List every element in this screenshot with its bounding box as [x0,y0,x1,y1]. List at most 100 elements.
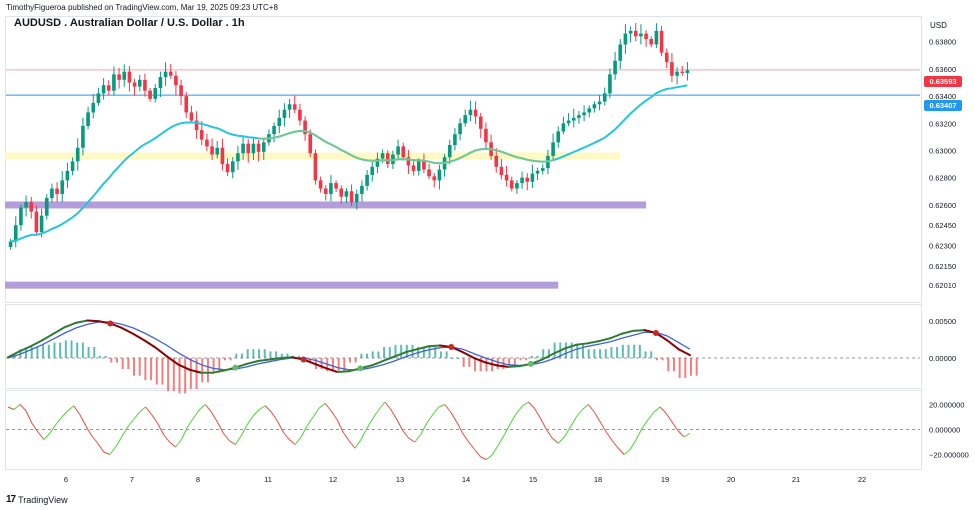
candle-body [339,188,344,197]
candle-body [277,117,282,127]
candle-body [19,207,23,226]
macd-histogram-bar [553,342,556,359]
macd-histogram-bar [64,340,67,359]
candle-body [91,102,96,113]
candle-body [422,161,426,170]
oscillator-line-segment [127,419,135,428]
candle-body [602,93,607,102]
candle-body [385,153,390,165]
tradingview-logo[interactable]: 17 TradingView [6,494,68,505]
macd-line-segment [552,347,566,355]
price-axis-tick: 0.63800 [929,38,956,47]
oscillator-line-segment [402,430,410,439]
macd-histogram-bar [76,342,79,359]
oscillator-line-segment [468,441,476,450]
candle-body [179,85,183,97]
oscillator-line-segment [276,420,284,433]
macd-line-segment [382,355,396,362]
candle-body [158,77,163,88]
macd-histogram-bar [655,358,658,361]
macd-line-segment [370,359,385,367]
candle-body [8,241,13,247]
candle-body [478,116,483,129]
macd-line-segment [541,352,555,361]
macd-histogram-bar [235,353,238,359]
candle-body [587,108,592,113]
candle-body [168,71,173,76]
oscillator-line-segment [444,404,452,413]
macd-histogram-bar [616,347,619,359]
macd-signal-line [7,321,691,371]
macd-line-segment [63,321,78,329]
oscillator-line-segment [43,432,51,440]
macd-histogram-bar [400,344,403,359]
candle-body [329,183,333,194]
candle-body [50,188,54,199]
candle-body [272,126,276,135]
oscillator-line-segment [516,405,523,414]
oscillator-line-segment [348,440,356,449]
macd-histogram-bar [81,342,84,359]
macd-histogram-bar [189,358,192,389]
candle-body [298,109,302,121]
candle-body [205,139,209,147]
candle-body [112,74,116,91]
oscillator-pane[interactable] [5,390,922,470]
oscillator-line-segment [480,456,487,460]
oscillator-line-segment [510,412,517,424]
macd-line-segment [609,332,623,340]
candle-body [184,96,189,113]
candle-body [117,74,121,80]
macd-cross-dot [448,344,455,350]
macd-pane[interactable] [5,304,922,389]
macd-histogram-bar [280,353,283,359]
currency-label[interactable]: USD [930,21,947,30]
macd-histogram-bar [667,358,670,372]
candle-body [44,198,49,216]
oscillator-line-segment [462,432,470,443]
oscillator-line-segment [37,431,45,440]
macd-histogram-bar [496,358,499,370]
macd-line-segment [268,357,282,361]
candle-body [360,185,364,194]
macd-cross-dot [357,365,364,372]
oscillator-line-segment [318,402,326,409]
oscillator-line-segment [31,422,39,433]
macd-histogram-bar [121,358,124,370]
macd-line-segment [632,329,646,332]
oscillator-line-segment [492,444,499,455]
macd-histogram-bar [587,349,590,359]
candle-body [659,30,664,53]
price-axis-tick: 0.62010 [929,281,956,290]
oscillator-line-segment [336,419,344,433]
macd-histogram-bar [428,347,431,359]
candle-body [55,188,59,194]
tradingview-wordmark: TradingView [18,494,68,505]
oscillator-line-segment [103,451,110,455]
candle-body [463,115,468,124]
macd-line-segment [120,326,135,335]
macd-histogram-bar [508,358,511,365]
oscillator-line-segment [420,423,428,435]
oscillator-line-segment [629,439,637,450]
oscillator-line-segment [294,436,302,445]
oscillator-line-segment [234,435,242,445]
macd-histogram-bar [252,349,255,359]
oscillator-line-segment [605,431,613,442]
oscillator-line-segment [19,404,27,412]
zone-support-1 [5,201,647,209]
candle-body [411,165,416,171]
macd-histogram-bar [201,358,204,383]
candle-body [344,191,349,197]
candle-body [535,170,540,174]
macd-histogram-bar [547,349,550,359]
time-axis-tick: 7 [130,475,134,484]
candle-body [380,153,385,159]
macd-line-segment [211,369,225,374]
time-axis-tick: 19 [661,475,669,484]
oscillator-line-segment [450,411,458,423]
oscillator-line-segment [67,405,75,412]
oscillator-line-segment [432,406,440,415]
oscillator-line-segment [7,406,15,410]
